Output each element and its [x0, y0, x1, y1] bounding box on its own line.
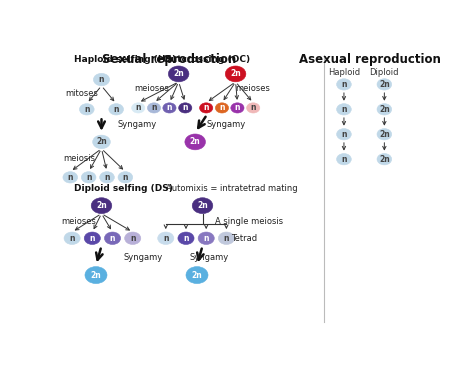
- Circle shape: [231, 103, 244, 113]
- Text: Diploid: Diploid: [370, 68, 399, 77]
- Text: n: n: [130, 234, 136, 243]
- Text: Tetrad: Tetrad: [231, 234, 257, 243]
- Circle shape: [377, 128, 392, 140]
- Circle shape: [125, 232, 141, 244]
- Circle shape: [109, 104, 124, 115]
- Text: n: n: [341, 130, 346, 139]
- Circle shape: [64, 232, 80, 244]
- Text: n: n: [182, 103, 188, 112]
- Text: mitoses: mitoses: [65, 89, 98, 98]
- Circle shape: [198, 232, 214, 244]
- Text: Haploid: Haploid: [328, 68, 360, 77]
- Circle shape: [82, 172, 96, 183]
- Text: 2n: 2n: [379, 80, 390, 89]
- Circle shape: [80, 104, 94, 115]
- Text: Syngamy: Syngamy: [124, 253, 163, 262]
- Circle shape: [63, 172, 78, 183]
- Circle shape: [185, 134, 205, 150]
- Text: n: n: [86, 173, 91, 182]
- Text: 2n: 2n: [379, 130, 390, 139]
- Circle shape: [132, 103, 145, 113]
- Text: 2n: 2n: [173, 70, 184, 78]
- Circle shape: [104, 232, 120, 244]
- Circle shape: [100, 172, 114, 183]
- Circle shape: [91, 198, 112, 213]
- Circle shape: [377, 79, 392, 90]
- Circle shape: [246, 103, 260, 113]
- Text: n: n: [69, 234, 75, 243]
- Circle shape: [192, 198, 213, 213]
- Text: 2n: 2n: [96, 201, 107, 210]
- Text: A single meiosis: A single meiosis: [215, 217, 283, 226]
- Text: n: n: [183, 234, 189, 243]
- Text: Outcrossing (OC): Outcrossing (OC): [163, 55, 250, 64]
- Text: Asexual reproduction: Asexual reproduction: [299, 53, 441, 66]
- Text: Automixis = intratetrad mating: Automixis = intratetrad mating: [166, 184, 297, 193]
- Circle shape: [219, 232, 235, 244]
- Circle shape: [186, 266, 208, 284]
- Circle shape: [337, 79, 351, 90]
- Text: Syngamy: Syngamy: [117, 120, 156, 130]
- Circle shape: [93, 73, 109, 86]
- Text: 2n: 2n: [379, 105, 390, 114]
- Circle shape: [168, 66, 189, 82]
- Circle shape: [337, 128, 351, 140]
- Circle shape: [377, 153, 392, 165]
- Text: Syngamy: Syngamy: [190, 253, 229, 262]
- Text: n: n: [99, 75, 104, 84]
- Circle shape: [337, 104, 351, 115]
- Text: n: n: [136, 103, 141, 112]
- Text: meioses: meioses: [61, 217, 96, 226]
- Text: n: n: [67, 173, 73, 182]
- Text: meioses: meioses: [135, 84, 169, 93]
- Text: Sexual reproduction: Sexual reproduction: [102, 53, 237, 66]
- Circle shape: [200, 103, 213, 113]
- Circle shape: [163, 103, 176, 113]
- Text: n: n: [113, 105, 119, 114]
- Circle shape: [84, 232, 100, 244]
- Text: n: n: [224, 234, 229, 243]
- Circle shape: [215, 103, 228, 113]
- Text: n: n: [163, 234, 169, 243]
- Text: meiosis: meiosis: [63, 155, 95, 163]
- Text: n: n: [341, 155, 346, 164]
- Circle shape: [147, 103, 161, 113]
- Text: Syngamy: Syngamy: [206, 120, 246, 130]
- Circle shape: [377, 104, 392, 115]
- Circle shape: [118, 172, 133, 183]
- Text: n: n: [250, 103, 256, 112]
- Text: n: n: [151, 103, 157, 112]
- Text: meioses: meioses: [236, 84, 271, 93]
- Text: n: n: [203, 234, 209, 243]
- Text: 2n: 2n: [230, 70, 241, 78]
- Circle shape: [158, 232, 174, 244]
- Text: n: n: [219, 103, 225, 112]
- Text: 2n: 2n: [191, 270, 202, 280]
- Circle shape: [225, 66, 246, 82]
- Circle shape: [178, 232, 194, 244]
- Text: 2n: 2n: [96, 137, 107, 146]
- Text: n: n: [123, 173, 128, 182]
- Text: n: n: [104, 173, 110, 182]
- Text: n: n: [110, 234, 115, 243]
- Text: Diploid selfing (DS): Diploid selfing (DS): [74, 184, 173, 193]
- Text: n: n: [203, 103, 209, 112]
- Text: 2n: 2n: [379, 155, 390, 164]
- Circle shape: [179, 103, 192, 113]
- Text: n: n: [235, 103, 240, 112]
- Text: n: n: [341, 80, 346, 89]
- Circle shape: [93, 135, 110, 149]
- Text: n: n: [90, 234, 95, 243]
- Text: n: n: [341, 105, 346, 114]
- Circle shape: [337, 153, 351, 165]
- Text: Haploid selfing (HS): Haploid selfing (HS): [74, 55, 176, 64]
- Text: 2n: 2n: [91, 270, 101, 280]
- Text: 2n: 2n: [190, 137, 201, 146]
- Text: n: n: [167, 103, 172, 112]
- Circle shape: [85, 266, 107, 284]
- Text: 2n: 2n: [197, 201, 208, 210]
- Text: n: n: [84, 105, 90, 114]
